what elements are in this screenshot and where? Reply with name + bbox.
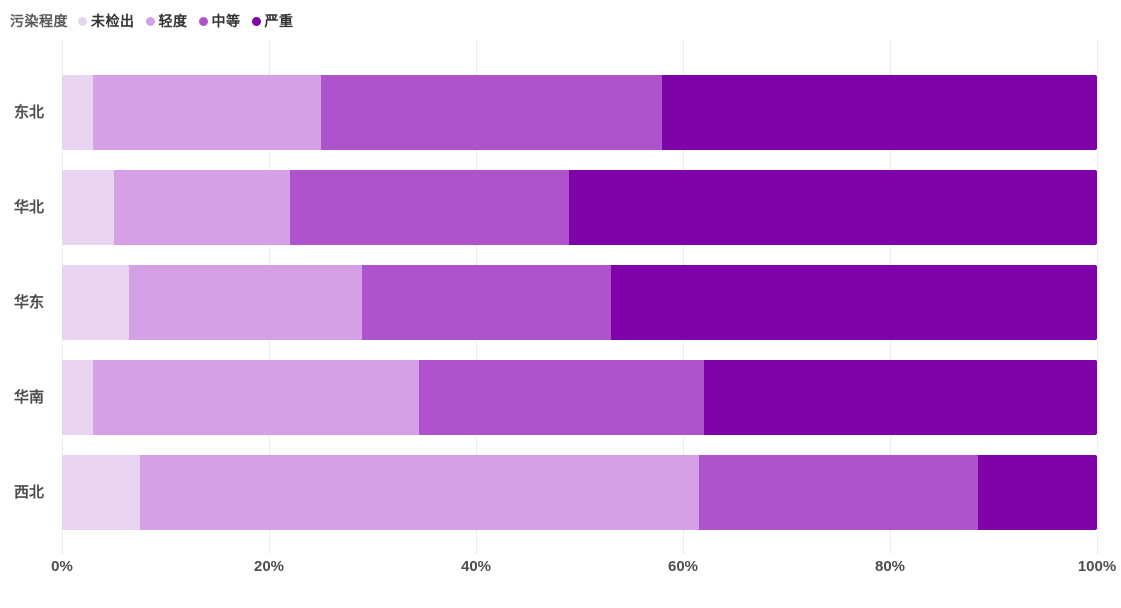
bar-row xyxy=(62,455,1097,530)
bar-segment[interactable] xyxy=(93,75,321,150)
bar-segment[interactable] xyxy=(289,170,570,245)
legend-item-4[interactable]: 严重 xyxy=(251,11,294,31)
legend-item-1[interactable]: 未检出 xyxy=(78,11,135,31)
bar-segment[interactable] xyxy=(62,455,140,530)
bar-segment[interactable] xyxy=(569,170,1097,245)
bar-segment[interactable] xyxy=(320,75,663,150)
bar-segment[interactable] xyxy=(703,360,1097,435)
x-tick-label: 0% xyxy=(51,558,73,575)
legend: 污染程度 未检出 轻度 中等 严重 xyxy=(10,11,305,31)
bar-segment[interactable] xyxy=(62,170,114,245)
x-tick-label: 60% xyxy=(667,558,699,575)
bar-segment[interactable] xyxy=(129,265,363,340)
y-axis-labels: 东北华北华东华南西北 xyxy=(0,40,52,553)
bar-segment[interactable] xyxy=(977,455,1097,530)
bar-row xyxy=(62,360,1097,435)
legend-item-2[interactable]: 轻度 xyxy=(145,11,188,31)
bar-segment[interactable] xyxy=(698,455,978,530)
legend-item-3[interactable]: 中等 xyxy=(198,11,241,31)
legend-dot-icon xyxy=(251,16,261,26)
legend-dot-icon xyxy=(78,16,87,26)
legend-item-label: 中等 xyxy=(211,13,241,29)
gridline xyxy=(1097,40,1098,553)
bar-segment[interactable] xyxy=(93,360,420,435)
bar-segment[interactable] xyxy=(62,265,130,340)
x-axis: 0% 20% 40% 60% 80% 100% xyxy=(51,558,1116,580)
x-tick-label: 100% xyxy=(1077,558,1117,575)
legend-dot-icon xyxy=(198,16,208,26)
legend-item-label: 严重 xyxy=(264,13,294,29)
category-label-5: 西北 xyxy=(13,484,44,501)
x-tick-label: 20% xyxy=(253,558,285,575)
category-label-1: 东北 xyxy=(13,104,44,121)
legend-title: 污染程度 xyxy=(10,13,68,29)
category-label-4: 华南 xyxy=(13,389,44,406)
bar-segment[interactable] xyxy=(662,75,1097,150)
bar-row xyxy=(62,265,1097,340)
bar-segment[interactable] xyxy=(62,75,94,150)
x-tick-label: 40% xyxy=(460,558,492,575)
legend-dot-icon xyxy=(145,16,155,26)
x-tick-label: 80% xyxy=(874,558,906,575)
bar-segment[interactable] xyxy=(610,265,1097,340)
bar-segment[interactable] xyxy=(113,170,290,245)
bar-segment[interactable] xyxy=(62,360,94,435)
category-label-3: 华东 xyxy=(13,294,44,311)
bar-row xyxy=(62,75,1097,150)
bar-row xyxy=(62,170,1097,245)
bar-segment[interactable] xyxy=(419,360,704,435)
legend-item-label: 未检出 xyxy=(91,13,135,29)
category-label-2: 华北 xyxy=(13,199,44,216)
bar-segment[interactable] xyxy=(139,455,699,530)
plot-area xyxy=(62,40,1098,553)
bar-segment[interactable] xyxy=(362,265,611,340)
legend-item-label: 轻度 xyxy=(158,13,188,29)
